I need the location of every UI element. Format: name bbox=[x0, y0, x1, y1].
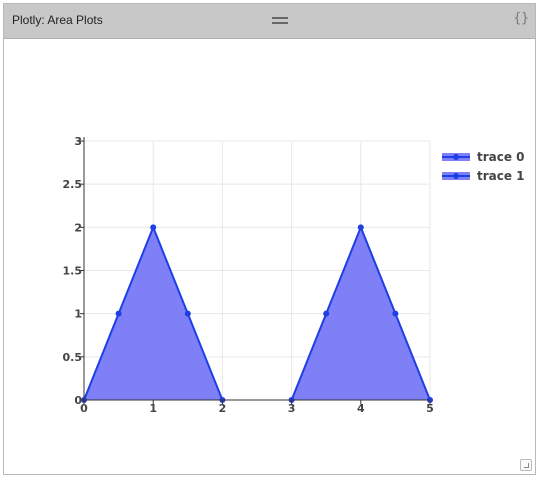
x-tick-label: 1 bbox=[149, 402, 157, 415]
panel-title: Plotly: Area Plots bbox=[12, 13, 103, 27]
legend-item-label[interactable]: trace 1 bbox=[477, 169, 525, 183]
data-point bbox=[150, 224, 157, 231]
area-series bbox=[81, 224, 433, 403]
y-axis-ticks: 0 0.5 1 1.5 2 2.5 3 bbox=[63, 135, 84, 407]
data-point bbox=[184, 310, 191, 317]
drag-handle-icon[interactable] bbox=[272, 17, 288, 24]
data-point bbox=[357, 224, 364, 231]
x-tick-label: 4 bbox=[357, 402, 365, 415]
panel-titlebar: Plotly: Area Plots {} bbox=[4, 4, 535, 39]
y-tick-label: 0 bbox=[74, 394, 82, 407]
y-tick-label: 3 bbox=[74, 135, 82, 148]
legend-swatch-marker bbox=[453, 154, 459, 160]
y-tick-label: 2.5 bbox=[63, 178, 83, 191]
data-point bbox=[392, 310, 399, 317]
x-tick-label: 2 bbox=[219, 402, 227, 415]
axes bbox=[83, 137, 430, 401]
plot-panel: Plotly: Area Plots {} 0 1 2 3 4 5 0 0.5 1 1.5 2 2.… bbox=[3, 3, 536, 475]
x-tick-label: 5 bbox=[426, 402, 434, 415]
legend[interactable]: trace 0 trace 1 bbox=[442, 150, 525, 183]
resize-grip-icon[interactable] bbox=[520, 459, 532, 471]
y-tick-label: 1.5 bbox=[63, 265, 83, 278]
area-fill bbox=[291, 227, 430, 400]
x-axis-ticks: 0 1 2 3 4 5 bbox=[80, 400, 434, 415]
legend-swatch-marker bbox=[453, 173, 459, 179]
area-chart: 0 1 2 3 4 5 0 0.5 1 1.5 2 2.5 3 trace 0 trace 1 bbox=[63, 135, 525, 415]
y-tick-label: 2 bbox=[74, 221, 82, 234]
x-tick-label: 0 bbox=[80, 402, 88, 415]
area-fill bbox=[84, 227, 223, 400]
x-tick-label: 3 bbox=[288, 402, 296, 415]
legend-item-label[interactable]: trace 0 bbox=[477, 150, 525, 164]
y-tick-label: 0.5 bbox=[63, 351, 83, 364]
code-toggle-button[interactable]: {} bbox=[513, 11, 529, 26]
data-point bbox=[323, 310, 330, 317]
y-tick-label: 1 bbox=[74, 308, 82, 321]
data-point bbox=[115, 310, 122, 317]
